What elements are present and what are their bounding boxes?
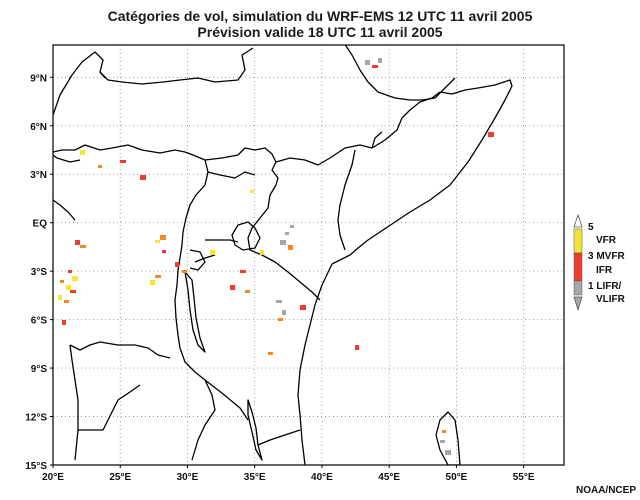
flight-category-patch-ifr <box>68 270 72 273</box>
lon-tick-label: 20°E <box>42 472 64 483</box>
flight-category-patch-ifr <box>355 345 359 350</box>
flight-category-patch-ifr <box>372 65 378 68</box>
lat-tick-label: 6°N <box>30 122 47 133</box>
flight-category-patch-mvfr <box>245 290 250 293</box>
flight-category-patch-mvfr <box>64 300 69 303</box>
lon-tick-label: 35°E <box>244 472 266 483</box>
flight-category-patch-mvfr <box>155 275 161 278</box>
flight-category-patch-vfr <box>260 250 264 255</box>
legend-vfr-swatch <box>573 228 583 254</box>
legend-label-ifr: IFR <box>596 265 613 276</box>
lat-tick-label: 15°S <box>25 461 47 472</box>
flight-category-patch-ifr <box>140 175 146 180</box>
legend-ifr-swatch <box>573 252 583 282</box>
lat-tick-label: 9°S <box>31 364 48 375</box>
flight-category-patch-ifr <box>120 160 126 163</box>
plot-frame <box>52 44 565 466</box>
flight-category-patch-lifr <box>282 310 286 315</box>
flight-category-patch-vfr <box>72 276 78 281</box>
flight-category-patch-lifr <box>280 240 286 245</box>
flight-category-patch-vfr <box>150 280 155 285</box>
lon-tick-label: 55°E <box>513 472 535 483</box>
lon-tick-label: 45°E <box>378 472 400 483</box>
flight-category-legend: 5 VFR 3 MVFR IFR 1 LIFR/ VLIFR <box>573 213 626 312</box>
flight-category-patch-lifr <box>290 225 294 228</box>
flight-category-patch-vfr <box>210 250 215 255</box>
flight-category-patch-ifr <box>300 305 306 310</box>
lon-tick-label: 25°E <box>109 472 131 483</box>
lon-tick-label: 40°E <box>311 472 333 483</box>
axis-ticks: 9°N 6°N 3°N EQ 3°S 6°S 9°S 12°S 15°S20°E 25°E 30°E… <box>25 73 535 483</box>
flight-category-patch-mvfr <box>160 235 166 240</box>
flight-category-patch-ifr <box>240 270 246 273</box>
flight-category-patch-lifr <box>365 60 370 65</box>
legend-label-lifr: 1 LIFR/ <box>588 281 622 292</box>
flight-category-patch-vfr <box>66 285 71 290</box>
legend-label-mvfr: 3 MVFR <box>588 251 625 262</box>
lat-tick-label: 9°N <box>30 73 47 84</box>
lat-tick-label: 6°S <box>31 316 48 327</box>
lat-tick-label: 3°N <box>30 170 47 181</box>
flight-category-patch-lifr <box>378 58 382 63</box>
flight-category-patch-mvfr <box>278 318 283 321</box>
flight-category-patch-ifr <box>175 262 179 267</box>
flight-category-patch-lifr <box>276 300 282 303</box>
legend-label-5: 5 <box>588 222 594 233</box>
flight-category-patch-ifr <box>230 285 235 290</box>
lat-tick-label: 12°S <box>25 413 47 424</box>
lon-tick-label: 50°E <box>446 472 468 483</box>
flight-category-patch-mvfr <box>268 352 273 355</box>
flight-category-patches <box>58 58 494 455</box>
map-title: Catégories de vol, simulation du WRF-EMS… <box>107 8 533 24</box>
legend-down-arrow-icon <box>573 296 583 312</box>
flight-category-patch-ifr <box>488 132 494 137</box>
flight-category-patch-vfr <box>80 150 85 155</box>
legend-up-arrow-icon <box>573 213 583 228</box>
flight-category-patch-mvfr <box>442 430 446 433</box>
flight-category-patch-ifr <box>62 320 66 325</box>
flight-category-patch-vfr <box>155 240 160 243</box>
lon-tick-label: 30°E <box>177 472 199 483</box>
flight-category-patch-ifr <box>70 290 76 293</box>
flight-category-patch-mvfr <box>60 280 64 283</box>
legend-label-vlifr: VLIFR <box>596 294 626 305</box>
legend-lifr-swatch <box>573 280 583 296</box>
map-subtitle: Prévision valide 18 UTC 11 avril 2005 <box>197 24 443 40</box>
lat-lon-grid <box>52 45 564 466</box>
flight-category-patch-mvfr <box>288 245 293 250</box>
flight-category-patch-ifr <box>162 250 166 253</box>
flight-category-patch-vfr <box>250 190 254 193</box>
flight-category-patch-mvfr <box>98 165 102 168</box>
flight-category-patch-lifr <box>445 450 451 455</box>
legend-label-vfr: VFR <box>596 235 617 246</box>
flight-category-patch-mvfr <box>182 270 187 273</box>
credit-text: NOAA/NCEP <box>575 485 636 496</box>
flight-category-patch-vfr <box>58 295 62 300</box>
lat-tick-label: EQ <box>33 219 48 230</box>
flight-category-patch-ifr <box>75 240 80 245</box>
flight-category-patch-lifr <box>440 440 445 443</box>
flight-category-patch-mvfr <box>80 245 86 248</box>
lat-tick-label: 3°S <box>31 267 48 278</box>
flight-category-patch-lifr <box>285 232 289 235</box>
country-boundaries <box>53 45 513 465</box>
